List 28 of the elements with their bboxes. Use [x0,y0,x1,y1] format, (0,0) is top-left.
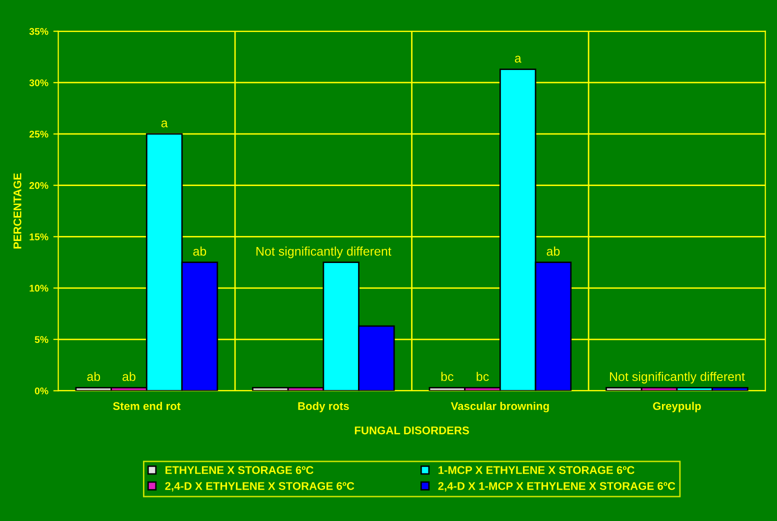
data-label: bc [476,372,489,382]
x-tick-label: Vascular browning [450,402,549,412]
y-tick-label: 30% [29,79,48,86]
y-tick-label: 15% [30,233,48,240]
y-tick-label: 25% [29,130,48,138]
x-tick-label: Greypulp [653,402,701,412]
y-tick-label: 0% [34,387,48,394]
y-tick-label: 5% [34,336,48,344]
y-tick-label: 35% [29,28,48,35]
annotation: Not significantly different [610,372,745,384]
legend-label: 1-MCP X ETHYLENE X STORAGE 6ºC [438,466,634,474]
annotation: Not significantly different [256,246,392,258]
y-tick-label: 20% [29,182,48,189]
data-label: a [514,56,522,63]
data-label: ab [546,246,560,256]
legend-label: 2,4-D X 1-MCP X ETHYLENE X STORAGE 6ºC [438,482,676,492]
x-axis-title: FUNGAL DISORDERS [354,426,469,434]
data-label: ab [122,372,136,382]
data-label: a [161,120,168,128]
data-label: ab [193,246,206,256]
y-tick-label: 10% [30,284,48,292]
data-label: bc [441,372,454,382]
legend-label: ETHYLENE X STORAGE 6ºC [166,466,314,474]
data-label: ab [87,372,100,382]
legend-label: 2,4-D X ETHYLENE X STORAGE 6ºC [165,482,354,492]
y-axis-title: PERCENTAGE [13,173,22,248]
x-tick-label: Stem end rot [113,402,180,410]
x-tick-label: Body rots [298,402,349,412]
